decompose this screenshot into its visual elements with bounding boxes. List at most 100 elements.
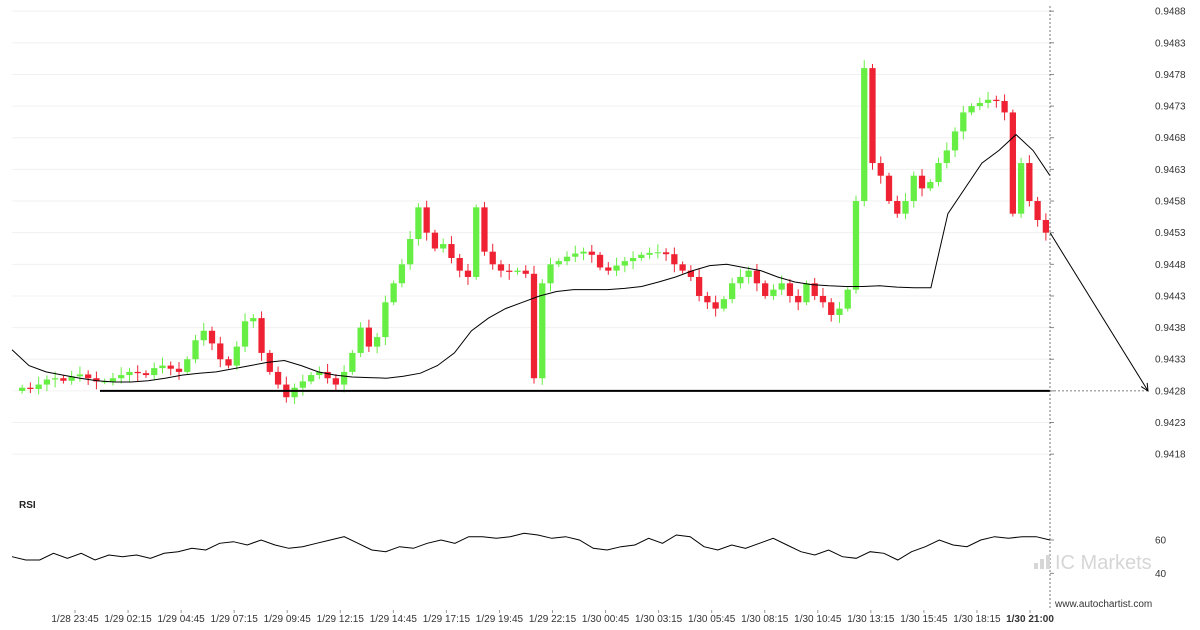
candle-body xyxy=(85,374,92,379)
candle-body xyxy=(481,207,488,252)
candle-body xyxy=(514,270,521,272)
candle-body xyxy=(522,270,529,274)
candle-body xyxy=(646,252,653,255)
candle-body xyxy=(159,365,166,369)
rsi-tick-label: 40 xyxy=(1155,569,1167,580)
candles xyxy=(18,60,1050,404)
candle-body xyxy=(638,254,645,258)
candle-body xyxy=(340,371,348,385)
candle-body xyxy=(729,283,736,300)
candle-body xyxy=(27,387,34,389)
forecast-arrowhead xyxy=(1140,382,1149,392)
x-tick-label: 1/30 03:15 xyxy=(635,614,683,625)
y-tick-label: 0.9438 xyxy=(1155,323,1186,334)
brand-name: IC Markets xyxy=(1055,552,1152,574)
candle-body xyxy=(258,318,265,353)
candle-body xyxy=(423,207,430,233)
y-tick-label: 0.9418 xyxy=(1155,450,1186,461)
candle-body xyxy=(795,295,802,303)
candle-body xyxy=(142,373,150,376)
y-tick-label: 0.9448 xyxy=(1155,260,1186,271)
candle-body xyxy=(976,102,983,107)
candle-body xyxy=(869,68,876,164)
brand-logo: IC Markets xyxy=(1034,552,1152,574)
candle-body xyxy=(753,270,761,284)
candle-body xyxy=(1042,220,1050,233)
y-tick-label: 0.9458 xyxy=(1155,197,1186,208)
candle-body xyxy=(671,254,678,265)
candle-body xyxy=(993,99,1000,102)
candle-body xyxy=(506,270,513,272)
y-tick-label: 0.9453 xyxy=(1155,228,1186,239)
candle-body xyxy=(547,264,554,284)
candle-body xyxy=(918,175,926,189)
candle-body xyxy=(679,264,686,271)
candle-body xyxy=(530,273,538,379)
candle-body xyxy=(654,252,661,254)
rsi-panel: 60 40 xyxy=(11,532,1167,580)
candle-body xyxy=(225,359,232,366)
candle-body xyxy=(902,201,909,214)
candle-body xyxy=(844,289,851,309)
forecast-arrow xyxy=(1049,232,1149,392)
candle-body xyxy=(184,359,191,372)
grid xyxy=(12,10,1050,455)
candle-body xyxy=(473,207,480,277)
y-tick-label: 0.9428 xyxy=(1155,386,1186,397)
candle-body xyxy=(274,371,282,385)
candle-body xyxy=(398,264,406,284)
candle-body xyxy=(828,302,835,315)
candle-body xyxy=(803,283,810,303)
candle-body xyxy=(382,302,389,338)
candle-body xyxy=(68,376,75,381)
candle-body xyxy=(1009,112,1016,214)
candle-body xyxy=(877,163,884,176)
candle-body xyxy=(489,251,496,265)
y-tick-label: 0.9473 xyxy=(1155,102,1186,113)
candle-body xyxy=(373,337,381,347)
candle-body xyxy=(200,330,207,341)
candle-body xyxy=(712,302,719,309)
candle-body xyxy=(836,308,843,315)
candle-body xyxy=(778,283,785,290)
forecast-line xyxy=(1049,232,1149,392)
candle-body xyxy=(563,256,571,262)
candle-body xyxy=(861,68,868,202)
candle-body xyxy=(109,378,117,382)
candle-body xyxy=(241,321,249,347)
rsi-title: RSI xyxy=(19,500,36,511)
candle-body xyxy=(349,352,356,372)
candle-body xyxy=(332,378,339,385)
candle-body xyxy=(621,261,628,266)
candle-body xyxy=(984,99,992,103)
candle-body xyxy=(745,270,752,277)
x-tick-label: 1/29 22:15 xyxy=(529,614,577,625)
brand-bar-2 xyxy=(1040,559,1044,569)
brand-bar-3 xyxy=(1046,555,1050,569)
candle-body xyxy=(118,375,125,379)
candle-body xyxy=(431,232,439,249)
candle-body xyxy=(596,254,604,268)
candle-body xyxy=(951,131,959,151)
candle-body xyxy=(456,257,463,271)
candle-body xyxy=(613,265,620,271)
candle-body xyxy=(324,371,331,379)
x-tick-label: 1/29 17:15 xyxy=(423,614,471,625)
candle-body xyxy=(192,340,199,360)
x-tick-label: 1/30 10:45 xyxy=(794,614,842,625)
candle-body xyxy=(1026,163,1033,202)
candle-body xyxy=(464,270,472,277)
candle-body xyxy=(167,365,174,369)
y-tick-label: 0.9478 xyxy=(1155,70,1186,81)
candle-body xyxy=(415,207,422,239)
x-tick-label: 1/30 00:45 xyxy=(582,614,630,625)
x-tick-label: 1/30 18:15 xyxy=(953,614,1001,625)
candle-body xyxy=(662,252,670,255)
candle-body xyxy=(737,276,744,284)
candle-body xyxy=(217,343,224,360)
y-tick-label: 0.9488 xyxy=(1155,7,1186,18)
candle-body xyxy=(18,387,26,391)
x-tick-label: 1/29 14:45 xyxy=(370,614,418,625)
